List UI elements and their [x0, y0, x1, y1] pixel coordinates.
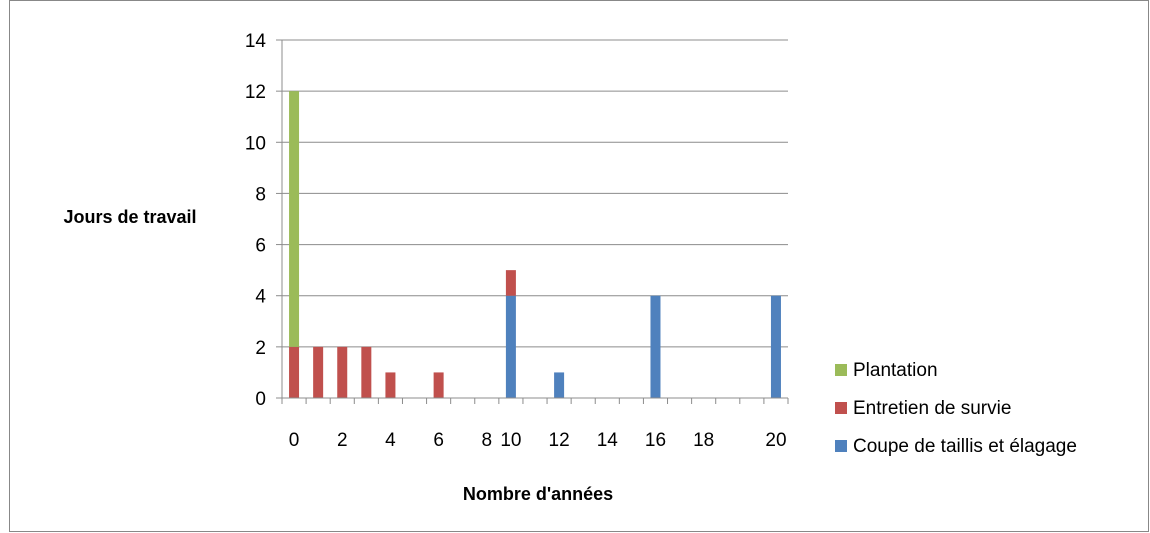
bar-segment: [385, 372, 396, 398]
y-axis-label: Jours de travail: [63, 207, 196, 227]
y-tick-label: 4: [255, 287, 266, 308]
x-tick-label: 16: [645, 430, 666, 451]
y-tick-label: 10: [245, 133, 266, 154]
bar-segment: [650, 295, 661, 398]
y-tick-label: 12: [245, 82, 266, 103]
bar-segment: [361, 346, 372, 398]
y-tick-label: 6: [255, 236, 266, 257]
y-tick-label: 14: [245, 31, 267, 52]
legend-label: Plantation: [853, 360, 938, 381]
x-tick-label: 4: [385, 430, 396, 451]
x-tick-label: 2: [337, 430, 348, 451]
legend: Plantation Entretien de survie Coupe de ta…: [835, 360, 1077, 457]
legend-label: Coupe de taillis et élagage: [853, 436, 1077, 457]
legend-swatch: [835, 440, 847, 452]
y-tick-label: 2: [255, 338, 266, 359]
y-tick-labels: 0 2 4 6 8 10 12 14: [245, 31, 267, 410]
bars: [289, 91, 781, 398]
legend-swatch: [835, 402, 847, 414]
bar-segment: [505, 270, 516, 296]
legend-swatch: [835, 364, 847, 376]
x-tick-label: 14: [597, 430, 619, 451]
x-tick-label: 10: [500, 430, 521, 451]
bar-segment: [289, 91, 300, 347]
x-axis-label: Nombre d'années: [463, 484, 613, 504]
x-tick-label: 0: [289, 430, 300, 451]
chart-frame: [9, 0, 1149, 532]
bar-segment: [505, 295, 516, 398]
x-tick-label: 6: [433, 430, 444, 451]
x-tick-label: 20: [765, 430, 786, 451]
bar-segment: [554, 372, 565, 398]
bar-segment: [313, 346, 324, 398]
x-tick-label: 12: [549, 430, 570, 451]
bar-segment: [433, 372, 444, 398]
x-tick-label: 18: [693, 430, 714, 451]
axes: [276, 39, 789, 404]
y-tick-label: 0: [255, 389, 266, 410]
x-tick-labels: 0 2 4 6 8 10 12 14 16 18 20: [289, 430, 787, 451]
y-tick-label: 8: [255, 184, 266, 205]
bar-segment: [289, 346, 300, 398]
bar-segment: [337, 346, 348, 398]
legend-label: Entretien de survie: [853, 398, 1011, 419]
x-tick-label: 8: [482, 430, 493, 451]
bar-segment: [770, 295, 781, 398]
